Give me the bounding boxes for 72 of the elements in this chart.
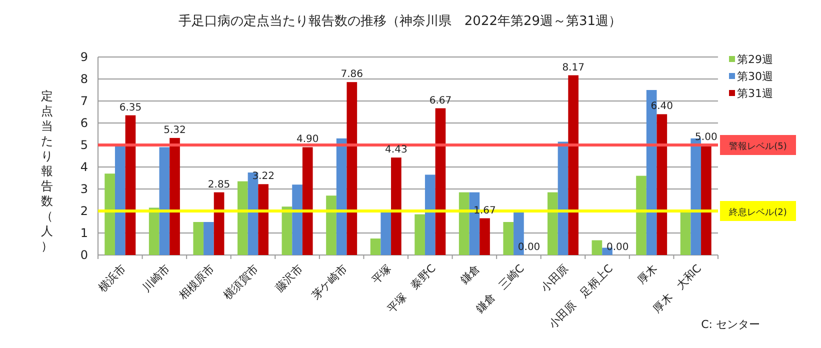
- bar: [636, 176, 646, 255]
- bar: [680, 211, 691, 255]
- bar: [159, 147, 170, 255]
- data-label: 6.67: [429, 95, 452, 106]
- x-tick-label: 横浜市: [96, 262, 128, 294]
- data-label: 2.85: [208, 179, 230, 190]
- bar: [125, 115, 136, 255]
- data-label: 0.00: [606, 242, 629, 253]
- data-label: 4.90: [296, 134, 319, 146]
- bar: [558, 142, 568, 255]
- y-tick-label: 9: [80, 50, 88, 64]
- bar: [548, 192, 558, 255]
- bar: [458, 192, 470, 255]
- data-label: 5.00: [695, 132, 718, 143]
- bar: [503, 222, 514, 255]
- bar: [193, 222, 204, 255]
- legend-label: 第29週: [737, 53, 773, 66]
- x-tick-label: 厚木: [634, 262, 660, 287]
- y-tick-label: 7: [80, 94, 88, 108]
- bar: [424, 174, 436, 255]
- bar: [336, 138, 347, 255]
- bar: [292, 184, 302, 255]
- y-tick-label: 0: [80, 248, 88, 262]
- legend-label: 第31週: [737, 87, 773, 100]
- bar: [592, 240, 602, 255]
- x-tick-label: 川崎市: [140, 262, 173, 294]
- bar: [170, 138, 180, 255]
- x-tick-label: 鎌倉: [458, 262, 483, 287]
- data-label: 7.86: [340, 69, 364, 80]
- bar: [258, 184, 268, 255]
- chart-title: 手足口病の定点当たり報告数の推移（神奈川県 2022年第29週～第31週）: [178, 14, 622, 29]
- bar: [480, 218, 490, 255]
- bar: [238, 181, 248, 255]
- data-label: 4.43: [385, 144, 408, 156]
- x-tick-label: 平塚: [369, 262, 394, 287]
- text: C: センター: [701, 318, 760, 331]
- bar: [346, 82, 358, 255]
- data-label: 6.35: [119, 102, 142, 114]
- bar: [148, 208, 160, 255]
- y-tick-label: 4: [80, 160, 88, 174]
- bar: [656, 114, 668, 255]
- bar: [282, 206, 292, 255]
- x-tick-label: 茅ケ崎市: [309, 262, 350, 302]
- y-tick-label: 3: [80, 182, 88, 196]
- y-tick-label: 8: [80, 72, 88, 86]
- ref-line-label: 警報レベル(5): [729, 141, 787, 152]
- x-tick-label: 藤沢市: [272, 262, 306, 294]
- bar: [414, 214, 425, 255]
- x-tick-label: 相模原市: [176, 262, 217, 302]
- legend-label: 第30週: [737, 70, 773, 83]
- bar: [435, 108, 446, 255]
- y-tick-label: 1: [80, 226, 88, 240]
- y-tick-label: 5: [80, 138, 88, 152]
- data-label: 5.32: [164, 124, 186, 136]
- y-tick-label: 2: [80, 204, 88, 218]
- bar: [214, 192, 224, 255]
- x-tick-label: 横須賀市: [220, 262, 262, 302]
- bar: [114, 145, 126, 255]
- y-tick-label: 6: [80, 116, 88, 130]
- bar: [568, 75, 578, 255]
- data-label: 8.17: [562, 62, 584, 74]
- bar: [370, 238, 381, 255]
- text: 定点当たり報告数（人）: [41, 89, 53, 253]
- bar: [326, 196, 336, 255]
- bar: [302, 147, 313, 255]
- bar: [701, 145, 712, 255]
- x-tick-label: 小田原: [538, 262, 572, 294]
- bar: [380, 211, 392, 255]
- bar: [204, 222, 214, 255]
- bar: [391, 158, 402, 255]
- ref-line-label: 終息レベル(2): [728, 207, 787, 218]
- bar: [104, 174, 115, 255]
